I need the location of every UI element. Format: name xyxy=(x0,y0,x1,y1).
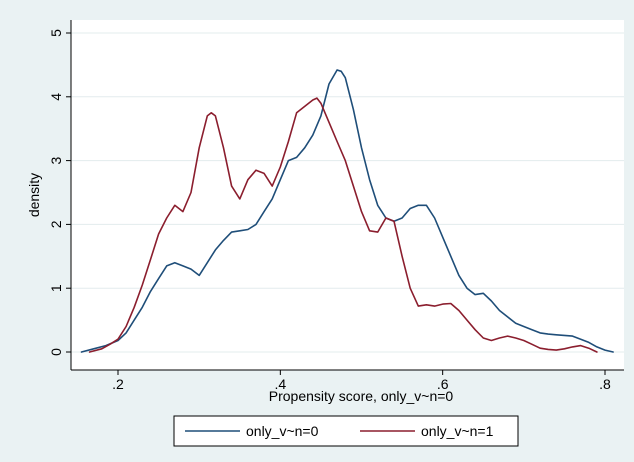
series-lines xyxy=(80,69,614,353)
y-tick-label: 0 xyxy=(48,348,64,356)
y-tick-label: 4 xyxy=(48,93,64,101)
x-tick-label: .2 xyxy=(112,376,124,392)
x-tick-label: .8 xyxy=(599,376,611,392)
legend-label-series1: only_v~n=1 xyxy=(421,423,494,439)
y-tick-label: 2 xyxy=(48,220,64,228)
legend: only_v~n=0 only_v~n=1 xyxy=(173,415,519,447)
ticks: 0 1 2 3 4 5 .2 .4 .6 .8 xyxy=(48,29,611,392)
x-tick-label: .4 xyxy=(274,376,286,392)
x-tick-label: .6 xyxy=(437,376,449,392)
series-line-1 xyxy=(88,97,598,353)
legend-label-series0: only_v~n=0 xyxy=(246,423,319,439)
y-axis-title: density xyxy=(26,173,42,217)
y-tick-label: 1 xyxy=(48,284,64,292)
series-line-0 xyxy=(80,69,614,353)
x-axis-title: Propensity score, only_v~n=0 xyxy=(269,388,454,404)
axes xyxy=(70,20,624,371)
y-tick-label: 3 xyxy=(48,156,64,164)
y-tick-label: 5 xyxy=(48,29,64,37)
plot-area xyxy=(71,20,624,370)
